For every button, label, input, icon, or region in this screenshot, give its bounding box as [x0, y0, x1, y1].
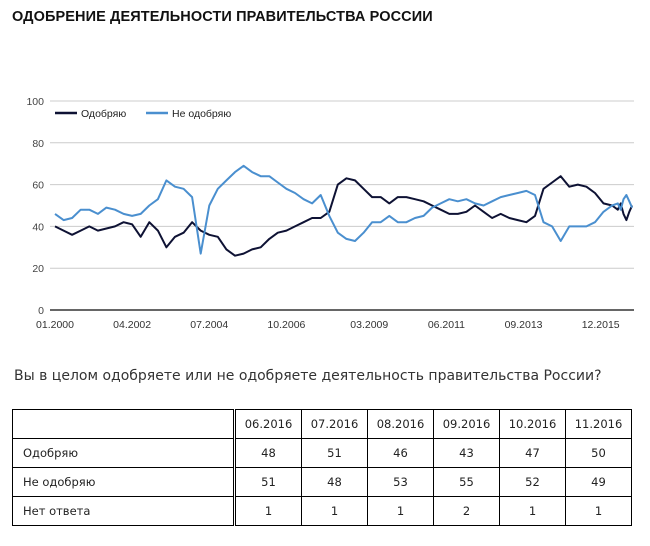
- table-cell: 50: [565, 438, 632, 468]
- row-label: Нет ответа: [12, 496, 236, 526]
- table-cell: 2: [433, 496, 500, 526]
- legend: Одобряю Не одобряю: [55, 108, 231, 120]
- x-tick-label: 04.2002: [113, 319, 151, 331]
- table-cell: 53: [367, 467, 434, 497]
- column-header: 10.2016: [499, 409, 566, 439]
- y-tick-label: 100: [26, 96, 44, 108]
- table-cell: 1: [301, 496, 368, 526]
- table-cell: 1: [565, 496, 632, 526]
- x-tick-label: 03.2009: [350, 319, 388, 331]
- column-header: 09.2016: [433, 409, 500, 439]
- table-cell: 48: [234, 438, 302, 468]
- x-axis: 01.2000 04.2002 07.2004 10.2006 03.2009 06.20…: [36, 319, 620, 331]
- table-cell: 43: [433, 438, 500, 468]
- legend-label: Одобряю: [81, 108, 126, 120]
- y-tick-label: 0: [38, 305, 44, 317]
- y-tick-label: 40: [32, 221, 44, 233]
- column-header: 06.2016: [234, 409, 302, 439]
- series-lines: [54, 164, 634, 257]
- survey-question: Вы в целом одобряете или не одобряете де…: [14, 368, 602, 384]
- y-tick-label: 20: [32, 263, 44, 275]
- table-cell: 51: [234, 467, 302, 497]
- table-cell: 46: [367, 438, 434, 468]
- table-cell: 47: [499, 438, 566, 468]
- y-tick-label: 80: [32, 138, 44, 150]
- table-cell: 49: [565, 467, 632, 497]
- series-line-disapprove: [54, 164, 634, 255]
- column-header: 11.2016: [565, 409, 632, 439]
- y-axis: 0 20 40 60 80 100: [26, 96, 44, 317]
- x-tick-label: 01.2000: [36, 319, 74, 331]
- table-cell: 1: [367, 496, 434, 526]
- table-corner-cell: [12, 409, 236, 439]
- table-row: Нет ответа 1 1 1 2 1 1: [12, 496, 632, 526]
- line-chart: 0 20 40 60 80 100 01.2000 04.2002 07.2004 10.200…: [26, 96, 634, 331]
- table-row: Одобряю 48 51 46 43 47 50: [12, 438, 632, 468]
- y-tick-label: 60: [32, 180, 44, 192]
- table-cell: 52: [499, 467, 566, 497]
- column-header: 08.2016: [367, 409, 434, 439]
- table-cell: 1: [499, 496, 566, 526]
- row-label: Одобряю: [12, 438, 236, 468]
- table-cell: 1: [234, 496, 302, 526]
- x-tick-label: 10.2006: [267, 319, 305, 331]
- table-cell: 55: [433, 467, 500, 497]
- table-cell: 48: [301, 467, 368, 497]
- x-tick-label: 12.2015: [582, 319, 620, 331]
- series-line-approve: [54, 175, 634, 257]
- x-tick-label: 09.2013: [505, 319, 543, 331]
- table-cell: 51: [301, 438, 368, 468]
- column-header: 07.2016: [301, 409, 368, 439]
- page-title: ОДОБРЕНИЕ ДЕЯТЕЛЬНОСТИ ПРАВИТЕЛЬСТВА РОС…: [12, 9, 433, 25]
- table-row: Не одобряю 51 48 53 55 52 49: [12, 467, 632, 497]
- row-label: Не одобряю: [12, 467, 236, 497]
- table-header-row: 06.2016 07.2016 08.2016 09.2016 10.2016 …: [12, 409, 632, 439]
- results-table: 06.2016 07.2016 08.2016 09.2016 10.2016 …: [12, 409, 632, 526]
- legend-label: Не одобряю: [172, 108, 231, 120]
- x-tick-label: 07.2004: [190, 319, 228, 331]
- grid: [50, 100, 634, 311]
- x-tick-label: 06.2011: [428, 319, 465, 331]
